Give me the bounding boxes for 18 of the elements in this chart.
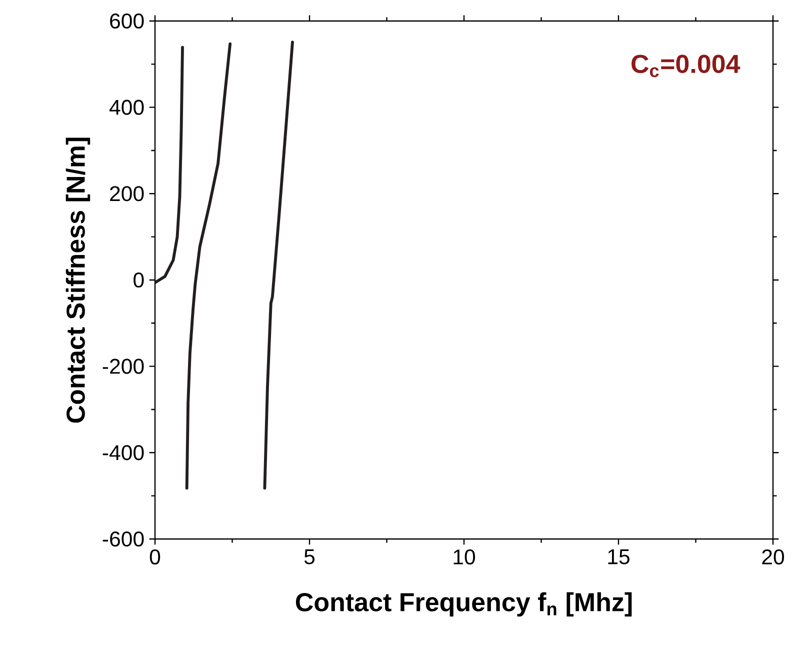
y-tick-label: -200: [102, 358, 144, 374]
x-tick-label: 20: [762, 549, 784, 564]
y-tick-label: 200: [110, 186, 144, 202]
x-tick-label: 5: [304, 549, 315, 564]
line-series: [185, 42, 232, 490]
y-tick-label: -600: [102, 531, 144, 547]
x-tick-label: 0: [150, 549, 160, 564]
line-series: [263, 40, 294, 490]
x-tick-label: 10: [454, 549, 476, 564]
y-tick-label: 0: [134, 272, 144, 288]
y-axis-title: Contact Stiffness [N/m]: [66, 138, 90, 423]
y-tick-label: 400: [109, 100, 144, 115]
y-tick-label: -400: [102, 445, 144, 460]
annotation: C$_{c}$=0.004: [632, 54, 740, 78]
x-axis-title: Contact Frequency f$_{n}$ [Mhz]: [296, 592, 632, 617]
line-series: [155, 46, 184, 284]
x-tick-label: 15: [608, 549, 630, 564]
y-tick-label: 600: [110, 13, 144, 29]
